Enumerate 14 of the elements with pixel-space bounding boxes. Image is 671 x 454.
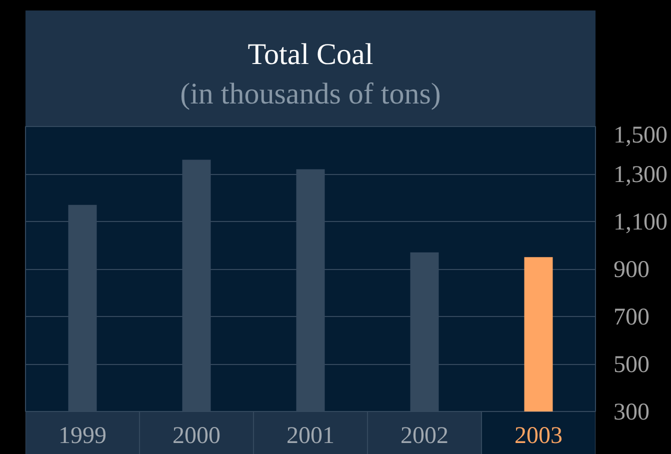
y-tick-label: 500	[614, 352, 650, 378]
y-tick-label: 300	[614, 400, 650, 426]
x-tick-label: 1999	[58, 423, 106, 450]
x-tick-label: 2003	[514, 423, 562, 450]
chart-subtitle: (in thousands of tons)	[180, 78, 441, 111]
x-tick-label: 2000	[172, 423, 220, 450]
y-tick-label: 1,300	[614, 162, 668, 188]
chart-title: Total Coal	[248, 38, 374, 72]
y-tick-label: 900	[614, 257, 650, 283]
x-tick-label: 2002	[400, 423, 448, 450]
x-tick-label: 2001	[286, 423, 334, 450]
y-tick-label: 1,500	[614, 122, 668, 148]
y-tick-label: 1,100	[614, 210, 668, 236]
y-tick-label: 700	[614, 304, 650, 330]
